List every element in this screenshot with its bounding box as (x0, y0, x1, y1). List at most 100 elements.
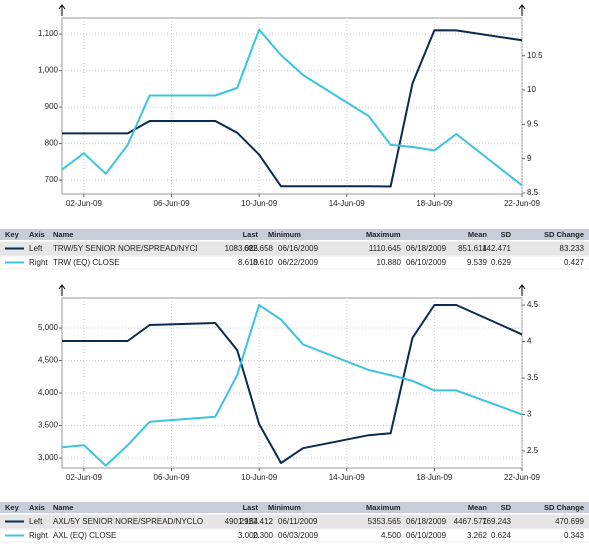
table-cell: 06/18/2009 (406, 244, 447, 253)
plot-frame (61, 297, 523, 469)
table-cell: 06/16/2009 (278, 244, 319, 253)
x-tick-label: 14-Jun-09 (329, 199, 366, 208)
y-tick-label: 3,000 (38, 453, 59, 462)
table-cell: 1083.025 (225, 244, 259, 253)
y2-tick-label: 8.5 (527, 188, 539, 197)
y-tick-label: 4,500 (38, 356, 59, 365)
x-tick-label: 22-Jun-09 (504, 473, 541, 482)
table-header: Maximum (366, 230, 401, 239)
y2-tick-label: 9 (527, 154, 532, 163)
table-cell: Left (29, 244, 43, 253)
table-cell: 3.000 (238, 531, 259, 540)
table-cell: 0.629 (491, 258, 512, 267)
table-header: Axis (29, 503, 45, 512)
x-tick-label: 02-Jun-09 (66, 473, 103, 482)
table-header: SD Change (544, 230, 584, 239)
table-cell: 06/10/2009 (406, 258, 447, 267)
y-tick-label: 800 (45, 139, 59, 148)
series-line (61, 304, 523, 467)
table-header-bg (0, 502, 589, 513)
table-cell: 8.610 (253, 258, 274, 267)
table-header: Mean (468, 503, 488, 512)
table-header: Key (5, 230, 20, 239)
x-tick-label: 10-Jun-09 (241, 199, 278, 208)
table-cell: 2922.412 (240, 517, 274, 526)
table-cell: AXL/5Y SENIOR NORE/SPREAD/NYCLO (53, 517, 203, 526)
table-cell: Left (29, 517, 43, 526)
table-cell: 06/11/2009 (278, 517, 318, 526)
table-header: Name (53, 230, 73, 239)
y2-tick-label: 3 (527, 410, 532, 419)
table-cell: 1110.645 (369, 244, 402, 253)
table-header: Last (243, 230, 259, 239)
table-cell: 769.243 (482, 517, 511, 526)
y2-tick-label: 2.5 (527, 446, 539, 455)
y-tick-label: 4,000 (38, 388, 59, 397)
table-header: Key (5, 503, 20, 512)
table-cell: 06/10/2009 (406, 531, 447, 540)
table-header: Minimum (268, 230, 301, 239)
table-cell: 4467.571 (454, 517, 488, 526)
table-cell: 682.658 (244, 244, 273, 253)
y-tick-label: 700 (45, 175, 59, 184)
x-tick-label: 06-Jun-09 (154, 199, 191, 208)
table-row-bg (0, 255, 589, 270)
x-tick-label: 18-Jun-09 (416, 199, 453, 208)
table-row-bg (0, 528, 589, 543)
table-cell: 4.500 (381, 531, 402, 540)
y-tick-label: 1,100 (38, 29, 59, 38)
table-cell: AXL (EQ) CLOSE (53, 531, 116, 540)
y2-tick-label: 4 (527, 337, 532, 346)
x-tick-label: 14-Jun-09 (329, 473, 366, 482)
table-cell: 06/22/2009 (278, 258, 319, 267)
table-header: SD (501, 230, 512, 239)
table-cell: 3.262 (467, 531, 488, 540)
table-cell: 5353.565 (368, 517, 402, 526)
y-tick-label: 900 (45, 102, 59, 111)
table-cell: 06/03/2009 (278, 531, 319, 540)
table-cell: 142.471 (482, 244, 511, 253)
x-tick-label: 18-Jun-09 (416, 473, 453, 482)
table-header: Name (53, 503, 73, 512)
series-line (62, 29, 523, 188)
series-line (62, 304, 523, 464)
table-cell: 2.300 (253, 531, 274, 540)
plot-frame (61, 17, 523, 195)
table-cell: Right (29, 258, 48, 267)
table-header: Axis (29, 230, 45, 239)
table-cell: TRW (EQ) CLOSE (53, 258, 120, 267)
table-header-bg (0, 229, 589, 240)
x-tick-label: 22-Jun-09 (504, 199, 541, 208)
table-cell: 851.614 (458, 244, 487, 253)
table-cell: Right (29, 531, 48, 540)
axis-arrows (58, 4, 526, 296)
table-cell: 0.427 (564, 258, 585, 267)
table-header: SD Change (544, 503, 584, 512)
table-header: Maximum (366, 503, 401, 512)
y2-tick-label: 4.5 (527, 300, 539, 309)
x-tick-label: 06-Jun-09 (154, 473, 191, 482)
table-cell: 8.610 (238, 258, 259, 267)
table-row-bg (0, 241, 589, 256)
table-cell: 9.539 (467, 258, 488, 267)
table-cell: TRW/5Y SENIOR NORE/SPREAD/NYCI (53, 244, 198, 253)
table-cell: 0.343 (564, 531, 585, 540)
y-tick-label: 3,500 (38, 421, 59, 430)
table-row-bg (0, 514, 589, 529)
y-tick-label: 1,000 (38, 66, 59, 75)
x-tick-label: 10-Jun-09 (241, 473, 278, 482)
table-header: Mean (468, 230, 488, 239)
table-cell: 0.624 (491, 531, 512, 540)
y2-tick-label: 9.5 (527, 119, 539, 128)
y2-tick-label: 10.5 (527, 51, 543, 60)
table-cell: 4901.164 (225, 517, 259, 526)
series-line (61, 28, 523, 187)
table-cell: 06/18/2009 (406, 517, 447, 526)
table-cell: 83.233 (560, 244, 585, 253)
table-header: SD (501, 503, 512, 512)
table-cell: 10.880 (377, 258, 402, 267)
y2-tick-label: 10 (527, 85, 536, 94)
y-tick-label: 5,000 (38, 323, 59, 332)
